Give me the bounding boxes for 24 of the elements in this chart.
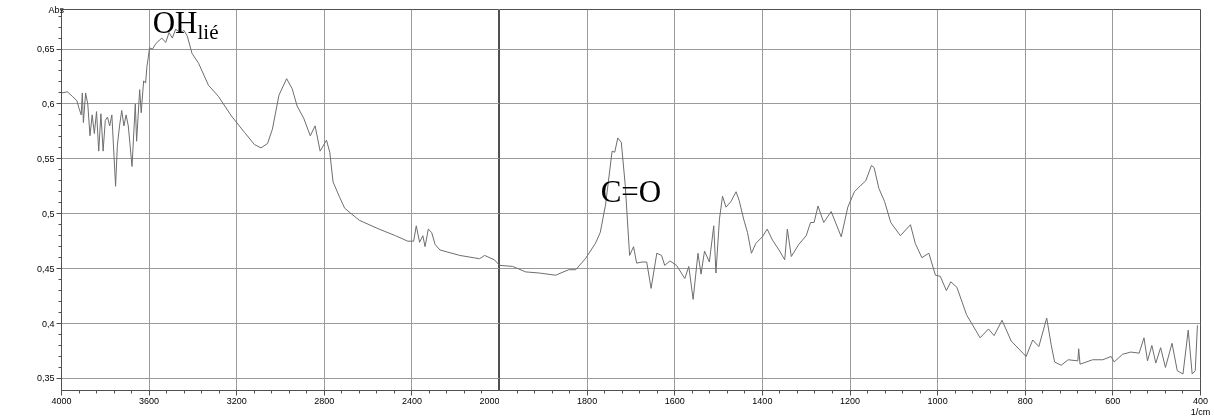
x-tick-label: 600 (1105, 395, 1121, 406)
y-tick-label: 0,4 (41, 318, 55, 329)
y-tick-label: 0,5 (41, 208, 55, 219)
y-tick-label: 0,35 (36, 373, 55, 384)
x-tick-label: 2000 (479, 395, 500, 406)
x-tick-label: 3600 (139, 395, 160, 406)
x-tick-label: 1600 (664, 395, 685, 406)
x-tick-label: 3200 (226, 395, 247, 406)
y-tick-label: 0,65 (36, 44, 55, 55)
y-tick-label: 0,6 (41, 98, 55, 109)
x-axis-title: 1/cm (1190, 406, 1211, 417)
x-tick-label: 1000 (927, 395, 948, 406)
x-tick-label: 2800 (314, 395, 335, 406)
x-tick-label: 800 (1017, 395, 1033, 406)
x-tick-label: 2400 (401, 395, 422, 406)
y-axis-title: Abs (48, 4, 65, 15)
y-tick-label: 0,45 (36, 263, 55, 274)
annotation: C=O (600, 174, 662, 210)
x-tick-label: 400 (1192, 395, 1209, 406)
x-tick-label: 1200 (839, 395, 861, 406)
x-tick-label: 1800 (577, 395, 598, 406)
y-tick-label: 0,55 (36, 153, 55, 164)
x-tick-label: 4000 (51, 395, 72, 406)
x-tick-label: 1400 (752, 395, 773, 406)
